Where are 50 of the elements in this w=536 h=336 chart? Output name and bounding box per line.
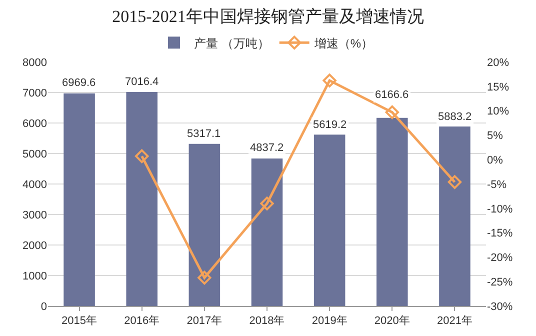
y-tick-label: 5000 (22, 148, 47, 160)
bar (251, 158, 283, 306)
data-label: 6969.6 (62, 77, 96, 89)
y2-tick-label: -10% (487, 203, 513, 216)
y-tick-label: 0 (40, 300, 47, 313)
y2-tick-label: 0% (487, 154, 504, 166)
point (260, 196, 274, 210)
bar (188, 144, 220, 306)
data-label: 5317.1 (187, 128, 221, 140)
y2-tick-label: -25% (487, 276, 513, 288)
point (198, 270, 212, 285)
data-label: 6166.6 (375, 89, 409, 101)
bar (376, 118, 408, 306)
data-label: 5883.2 (438, 111, 472, 123)
y-tick-label: 6000 (22, 118, 47, 130)
y-tick-label: 1000 (22, 270, 47, 282)
x-tick-label: 2016年 (124, 315, 160, 328)
y2-tick-label: -5% (487, 178, 507, 191)
bar (314, 134, 346, 306)
y-tick-label: 4000 (22, 178, 47, 191)
point (322, 74, 336, 88)
y2-tick-label: 15% (487, 81, 510, 94)
y-tick-label: 2000 (22, 240, 47, 252)
x-tick-label: 2017年 (186, 315, 222, 328)
legend-label: 产量 （万吨） (194, 36, 270, 50)
bar (439, 126, 470, 306)
data-label: 5619.2 (313, 119, 347, 131)
y2-tick-label: 10% (487, 106, 510, 118)
data-label: 4837.2 (250, 142, 284, 154)
legend-label: 增速（%） (313, 36, 374, 50)
chart-title: 2015-2021年中国焊接钢管产量及增速情况 (112, 6, 424, 26)
bar (126, 92, 158, 306)
x-tick-label: 2019年 (312, 315, 348, 328)
y2-tick-label: -30% (487, 300, 513, 313)
x-tick-label: 2018年 (249, 315, 285, 328)
x-tick-label: 2021年 (436, 315, 472, 328)
bar (64, 93, 95, 306)
y-tick-label: 3000 (22, 209, 47, 222)
point (385, 105, 399, 120)
y2-tick-label: 20% (487, 56, 510, 69)
y2-tick-label: 5% (487, 130, 504, 142)
y2-tick-label: -20% (487, 252, 513, 264)
x-tick-label: 2015年 (62, 315, 98, 328)
data-label: 7016.4 (125, 76, 159, 88)
y2-tick-label: -15% (487, 228, 513, 240)
y-tick-label: 8000 (22, 56, 47, 69)
point (135, 149, 149, 164)
y-tick-label: 7000 (22, 87, 47, 100)
point (448, 175, 462, 189)
x-tick-label: 2020年 (374, 315, 410, 328)
